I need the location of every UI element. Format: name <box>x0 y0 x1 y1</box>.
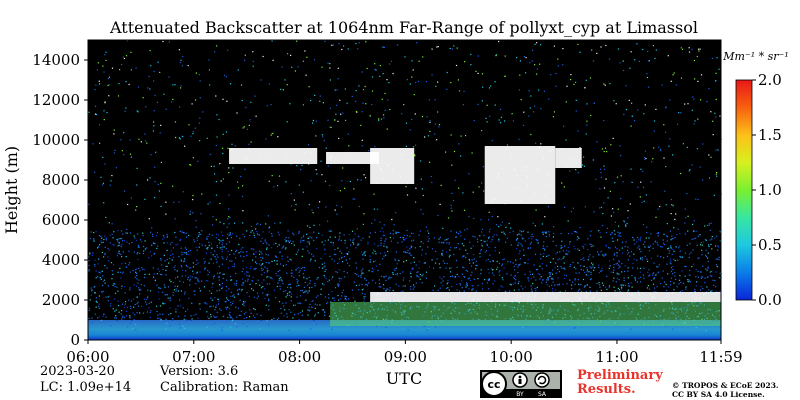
high-cloud-feature <box>370 148 415 184</box>
svg-text:cc: cc <box>487 378 500 391</box>
x-tick-label: 10:00 <box>490 348 533 366</box>
x-tick-label: 07:00 <box>172 348 215 366</box>
high-cloud-feature <box>555 148 582 168</box>
high-cloud-feature <box>229 148 318 164</box>
preliminary-line-2: Results. <box>577 382 636 397</box>
svg-text:BY: BY <box>516 391 524 398</box>
y-axis: 0 2000 4000 6000 8000 10000 12000 14000 <box>32 51 88 349</box>
high-cloud-feature <box>484 146 556 204</box>
y-tick-label: 4000 <box>42 251 80 269</box>
y-tick-label: 8000 <box>42 171 80 189</box>
colorbar-tick-label: 2.0 <box>758 71 782 89</box>
x-axis-label: UTC <box>386 369 422 388</box>
y-tick-label: 2000 <box>42 291 80 309</box>
y-axis-label: Height (m) <box>2 146 21 234</box>
cc-icon <box>481 371 507 397</box>
footer-lc: LC: 1.09e+14 <box>40 380 132 395</box>
y-tick-label: 10000 <box>32 131 80 149</box>
x-tick-label: 08:00 <box>278 348 321 366</box>
noise-speckle <box>88 40 722 332</box>
copyright-line-1: © TROPOS & ECoE 2023. <box>672 381 779 390</box>
footer-calibration: Calibration: Raman <box>160 380 289 395</box>
colorbar-tick-label: 1.5 <box>758 126 782 144</box>
colorbar-unit-label: Mm⁻¹ * sr⁻¹ <box>722 50 789 63</box>
share-alike-icon <box>534 372 550 388</box>
y-tick-label: 12000 <box>32 91 80 109</box>
plot-area <box>87 39 722 341</box>
x-axis: 06:00 07:00 08:00 09:00 10:00 11:00 11:59 <box>66 340 743 366</box>
chart-title: Attenuated Backscatter at 1064nm Far-Ran… <box>109 18 698 37</box>
high-cloud-feature <box>326 152 379 164</box>
footer-date: 2023-03-20 <box>40 364 115 379</box>
colorbar-tick-label: 0.5 <box>758 236 782 254</box>
copyright-line-2: CC BY SA 4.0 License. <box>672 390 765 399</box>
y-tick-label: 0 <box>70 331 80 349</box>
plot-background <box>88 40 721 340</box>
x-tick-label: 11:59 <box>699 348 742 366</box>
copyright-notice: © TROPOS & ECoE 2023. CC BY SA 4.0 Licen… <box>672 381 779 399</box>
plot-frame <box>87 39 722 341</box>
x-tick-label: 06:00 <box>66 348 109 366</box>
colorbar-tick-label: 0.0 <box>758 291 782 309</box>
footer-version: Version: 3.6 <box>160 364 239 379</box>
colorbar-gradient <box>735 79 753 301</box>
low-cloud-feature <box>330 292 721 326</box>
preliminary-notice: Preliminary Results. <box>577 369 663 397</box>
preliminary-line-1: Preliminary <box>577 368 663 383</box>
svg-text:SA: SA <box>538 391 547 398</box>
colorbar-tick-label: 1.0 <box>758 181 782 199</box>
y-tick-label: 6000 <box>42 211 80 229</box>
x-tick-label: 09:00 <box>384 348 427 366</box>
y-tick-label: 14000 <box>32 51 80 69</box>
x-tick-label: 11:00 <box>595 348 638 366</box>
colorbar: 0.0 0.5 1.0 1.5 2.0 <box>735 71 782 309</box>
cc-license-badge: cc BY SA <box>480 370 562 398</box>
